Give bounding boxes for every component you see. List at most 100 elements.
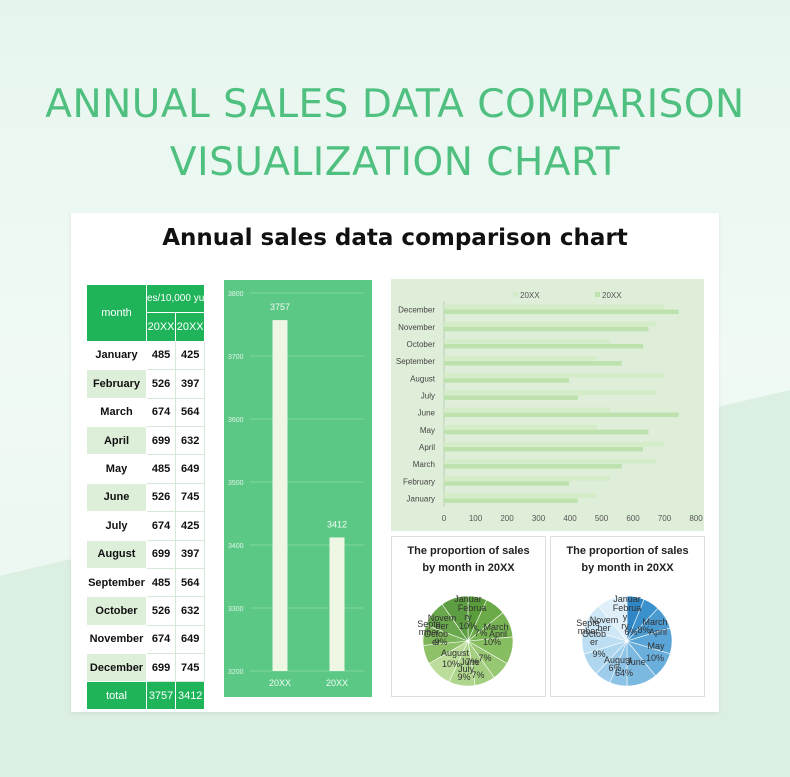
pie-data-label: Septe <box>576 618 600 628</box>
column-tick-label: 3400 <box>228 543 244 550</box>
bar-mark <box>444 476 610 481</box>
table-row: May 485 649 <box>86 454 206 484</box>
pie-data-label: May <box>647 641 665 651</box>
table-cell-value-1: 485 <box>145 454 177 484</box>
bar-tick-label: 500 <box>595 514 609 523</box>
bar-category-label: September <box>396 357 435 366</box>
pie-chart-2-title-line-1: The proportion of sales <box>566 545 689 557</box>
bar-category-label: March <box>413 460 435 469</box>
table-cell-value-2: 397 <box>175 539 206 569</box>
pie-data-label: mber <box>578 626 599 636</box>
bar-mark <box>444 464 622 469</box>
pie-chart-1-title-line-2: by month in 20XX <box>422 562 515 574</box>
table-cell-value-2: 564 <box>175 397 206 427</box>
bar-mark <box>444 390 657 395</box>
table-cell-value-1: 674 <box>145 624 177 655</box>
pie-data-label: 10% <box>442 659 460 669</box>
bar-mark <box>444 441 665 447</box>
bar-legend-label: 20XX <box>520 291 540 300</box>
bar-category-label: October <box>407 340 436 349</box>
table-cell-value-2: 425 <box>175 511 206 541</box>
bar-mark <box>444 321 657 327</box>
pie-slice <box>441 595 469 642</box>
bar-mark <box>444 493 597 498</box>
table-cell-month: July <box>86 511 147 541</box>
table-cell-value-1: 526 <box>145 369 177 399</box>
bar-tick-label: 800 <box>689 514 703 523</box>
bar-category-label: December <box>398 306 435 315</box>
pie-data-label: Octob <box>582 629 606 639</box>
table-row: November 674 649 <box>86 624 206 655</box>
bar-mark <box>444 356 597 361</box>
pie-data-label: August <box>604 655 633 665</box>
table-cell-value-1: 699 <box>145 425 177 456</box>
table-row: April 699 632 <box>86 425 206 456</box>
bar-mark <box>444 395 578 400</box>
pie-data-label: April <box>489 629 507 639</box>
pie-slice <box>598 595 628 642</box>
table-row: August 699 397 <box>86 539 206 569</box>
pie-data-label: Januar <box>613 594 641 604</box>
table-cell-value-2: 425 <box>175 340 206 371</box>
pie-data-label: April <box>649 627 667 637</box>
pie-data-label: 10% <box>646 653 664 663</box>
total-value-1: 3757 <box>145 681 177 711</box>
table-cell-month: November <box>86 624 147 655</box>
column-tick-label: 3700 <box>228 354 244 361</box>
table-cell-month: June <box>86 482 147 513</box>
pie-data-label: er <box>432 637 440 647</box>
table-cell-value-2: 649 <box>175 624 206 655</box>
bar-mark <box>444 373 665 378</box>
bar-category-label: August <box>410 374 436 383</box>
pie-data-label: mber <box>419 627 440 637</box>
pie-data-label: Octob <box>424 629 448 639</box>
bar-mark <box>444 304 665 310</box>
table-cell-value-1: 485 <box>145 567 177 598</box>
page-title-line-1: ANNUAL SALES DATA COMPARISON <box>45 82 745 127</box>
pie-data-label: Novem <box>428 613 457 623</box>
pie-data-label: Februa <box>613 603 642 613</box>
column-bar <box>329 537 345 671</box>
column-chart: 3200 3300 3400 3500 3600 3700 3800 3757 20XX 3412… <box>228 291 364 688</box>
bar-tick-label: 700 <box>658 514 672 523</box>
pie-data-label: July <box>458 664 475 674</box>
bar-mark <box>444 338 610 344</box>
bar-mark <box>444 412 679 418</box>
column-tick-label: 3300 <box>228 606 244 613</box>
bar-mark <box>444 498 578 503</box>
table-row: December 699 745 <box>86 653 206 683</box>
table-cell-value-2: 632 <box>175 596 206 626</box>
bar-mark <box>444 407 610 413</box>
pie-data-label: y <box>623 612 628 622</box>
pie-data-label: 8% <box>637 625 650 635</box>
total-value-2: 3412 <box>175 681 206 711</box>
table-cell-month: August <box>86 539 147 569</box>
column-data-label: 3757 <box>270 302 290 312</box>
card-title: Annual sales data comparison chart <box>162 225 628 251</box>
column-bar <box>272 320 288 671</box>
bar-legend-label: 20XX <box>602 291 622 300</box>
table-cell-value-1: 485 <box>145 340 177 371</box>
pie-data-label: ry <box>621 621 629 631</box>
pie-data-label: Septe <box>417 619 441 629</box>
table-cell-value-2: 649 <box>175 454 206 484</box>
bar-mark <box>444 429 649 435</box>
table-header-series-1: 20XX <box>145 312 177 342</box>
table-body: January 485 425 February 526 397 March 674 564 Ap… <box>86 340 206 683</box>
bar-category-label: April <box>419 443 435 452</box>
pie-data-label: 9% <box>457 672 470 682</box>
pie-data-label: ber <box>597 623 610 633</box>
bar-legend-swatch <box>595 292 600 297</box>
bar-mark <box>444 343 644 349</box>
bar-mark <box>444 378 570 383</box>
column-tick-label: 3600 <box>228 417 244 424</box>
table-cell-value-1: 526 <box>145 596 177 626</box>
table-row: March 674 564 <box>86 397 206 427</box>
pie-data-label: 6% <box>608 663 621 673</box>
bar-category-label: January <box>407 494 435 503</box>
table-cell-value-1: 526 <box>145 482 177 513</box>
pie-data-label: ry <box>464 612 472 622</box>
table-cell-month: December <box>86 653 147 683</box>
pie-chart-2-title: The proportion of sales by month in 20XX <box>551 543 704 577</box>
